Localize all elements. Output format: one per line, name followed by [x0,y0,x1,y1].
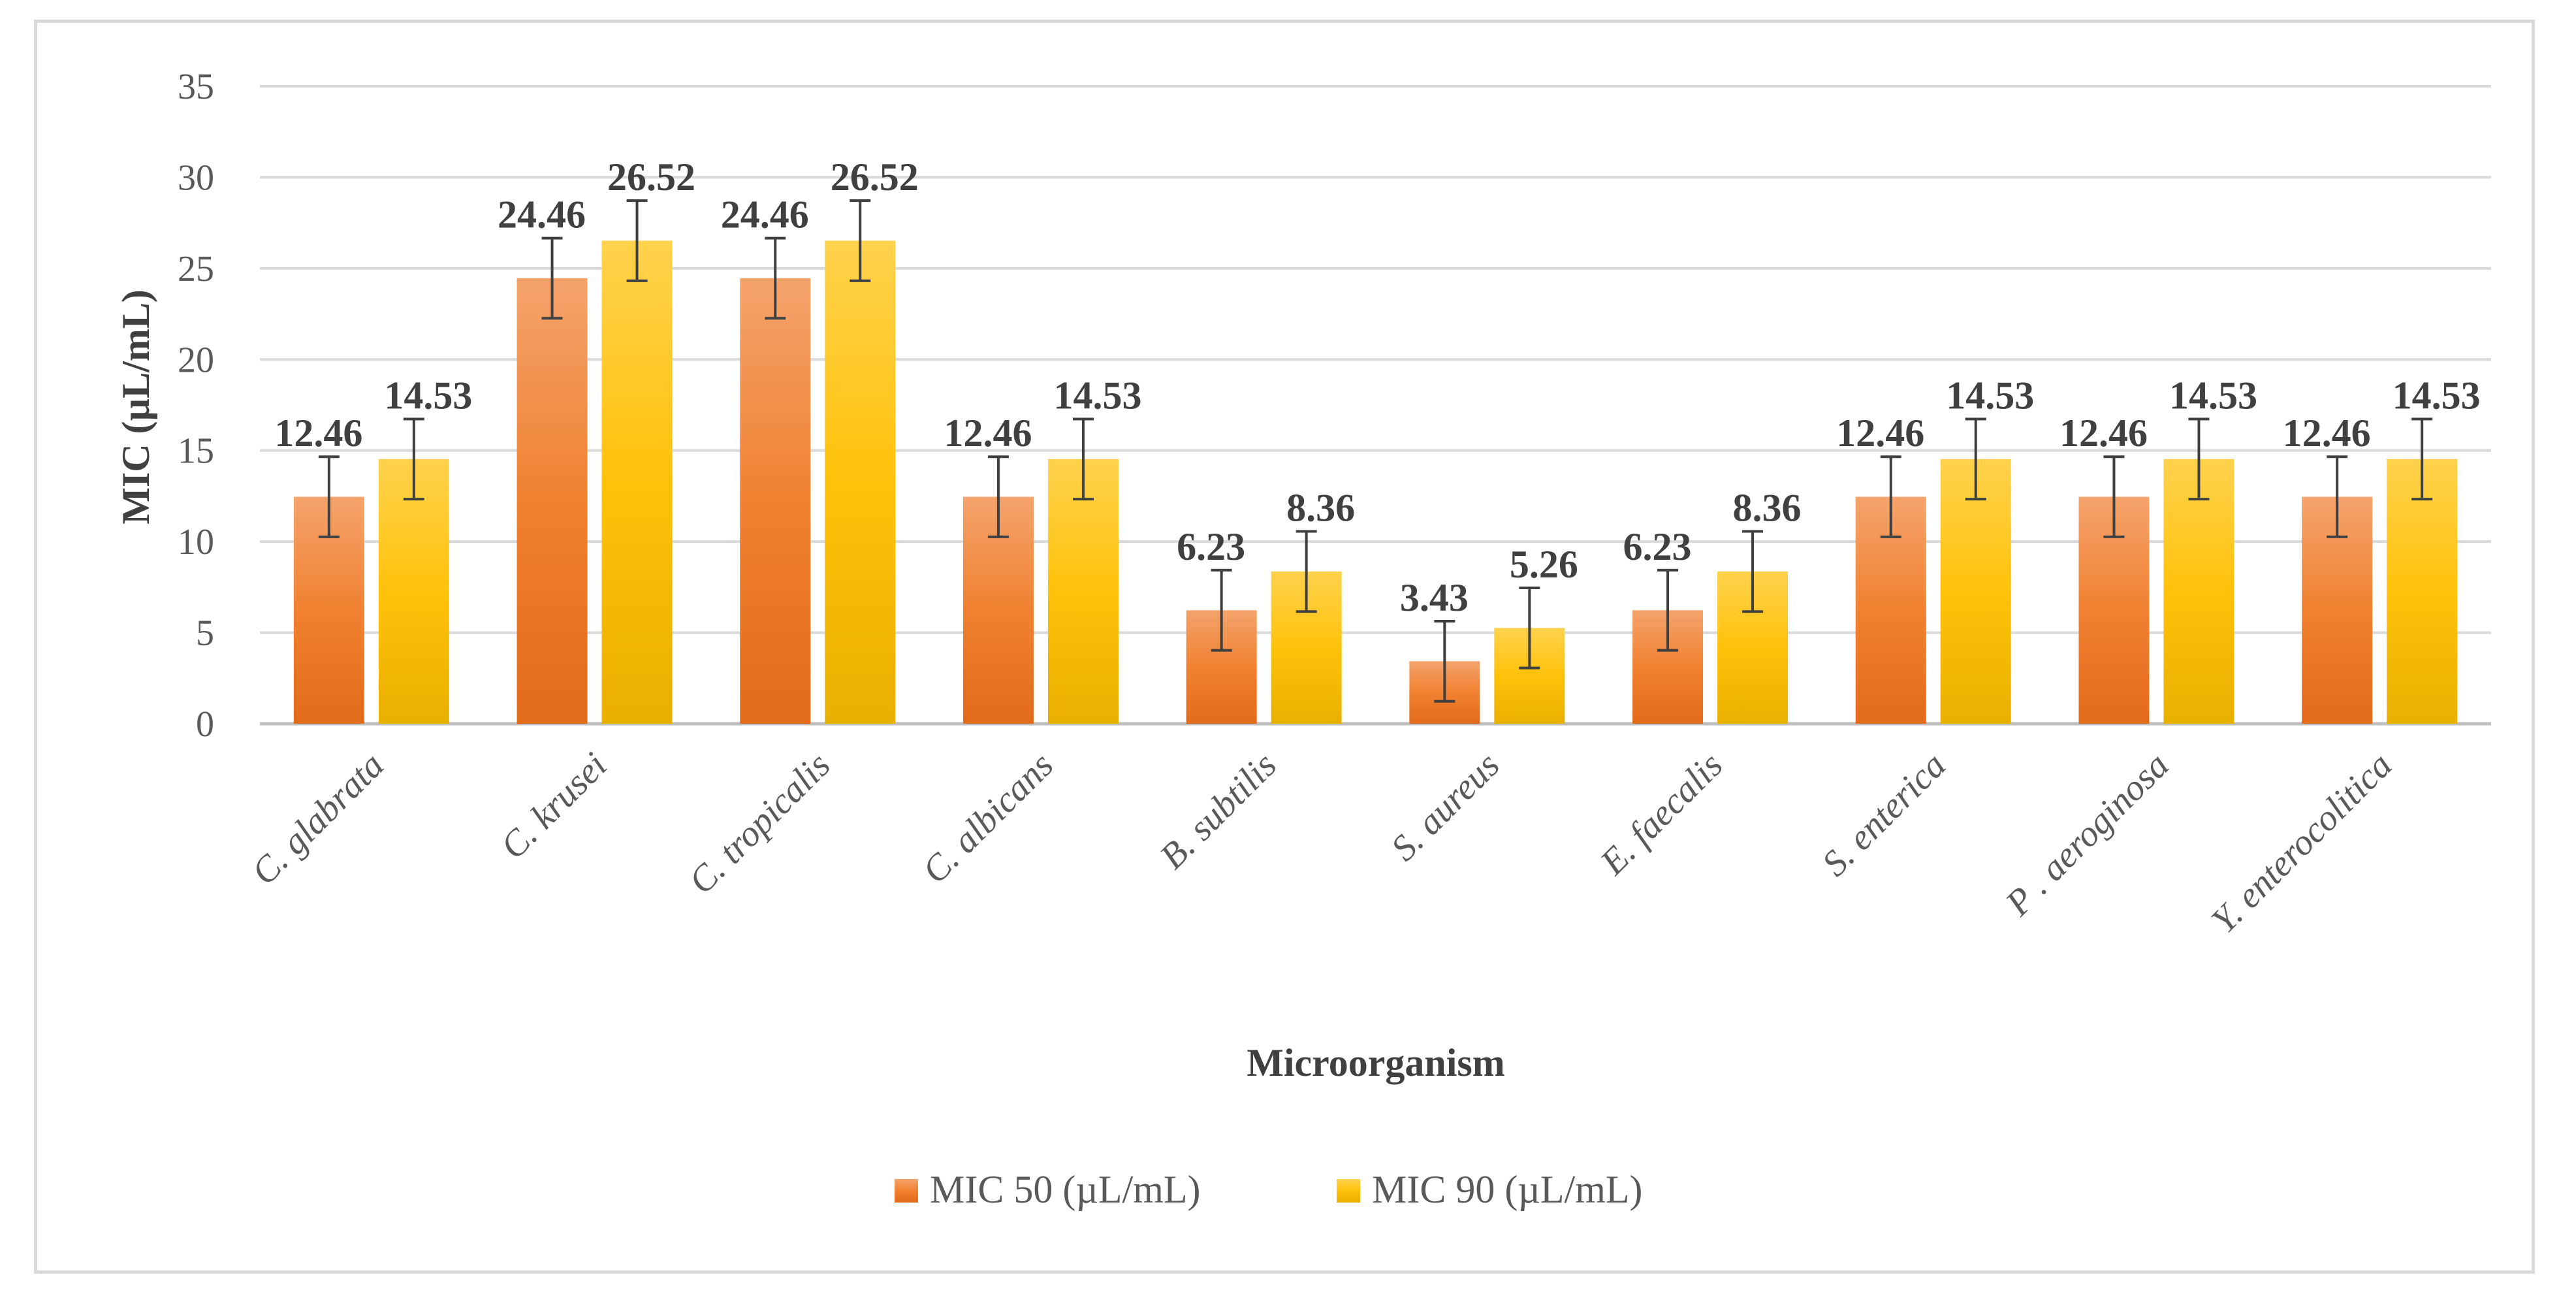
x-axis-categories: C. glabrata C. krusei C. tropicalis C. albi… [244,745,2400,941]
data-label: 14.53 [1053,374,1141,417]
bar-mic90 [825,240,896,724]
bars [293,240,2458,724]
x-tick-label: C. glabrata [244,745,392,892]
bar-mic90 [378,459,449,724]
x-tick-label: C. tropicalis [681,745,838,901]
error-bar [1742,530,1764,613]
bar-mic90 [2387,459,2458,724]
bar-mic90 [1047,459,1119,724]
legend-item: MIC 50 (µL/mL) [895,1168,1201,1211]
legend-swatch [1337,1179,1360,1203]
data-label: 12.46 [274,412,362,455]
legend-label: MIC 50 (µL/mL) [930,1168,1201,1211]
error-bar [2103,455,2125,538]
data-label: 24.46 [721,193,809,236]
x-tick-label: B. subtilis [1153,745,1284,877]
error-bar [541,236,563,320]
bar-mic90 [2163,459,2234,724]
error-bar [1880,455,1901,538]
legend-label: MIC 90 (µL/mL) [1372,1168,1643,1211]
bar-mic50 [517,278,588,724]
error-bars [318,199,2433,703]
data-label: 14.53 [384,374,472,417]
y-tick-label: 5 [196,613,214,654]
data-label: 12.46 [944,412,1032,455]
error-bar [2188,417,2210,501]
bar-mic50 [740,278,811,724]
data-label: 8.36 [1286,487,1355,530]
data-label: 26.52 [607,155,695,199]
error-bar [1434,620,1455,703]
data-label: 6.23 [1623,525,1692,568]
data-label: 6.23 [1177,525,1245,568]
data-label: 26.52 [831,155,919,199]
bar-mic90 [601,240,673,724]
error-bar [1072,417,1094,501]
error-bar [765,236,786,320]
legend-item: MIC 90 (µL/mL) [1337,1168,1643,1211]
y-tick-label: 10 [178,522,214,562]
y-axis-title: MIC (µL/mL) [114,289,157,525]
error-bar [626,199,648,282]
error-bar [850,199,871,282]
legend: MIC 50 (µL/mL) MIC 90 (µL/mL) [895,1168,1643,1211]
error-bar [403,417,424,501]
data-label: 8.36 [1733,487,1802,530]
error-bar [987,455,1009,538]
x-tick-label: P . aeroginosa [1997,745,2176,924]
error-bar [2411,417,2433,501]
x-tick-label: E. faecalis [1593,745,1731,883]
legend-swatch [895,1179,918,1203]
error-bar [1519,586,1540,670]
x-tick-label: S. enterica [1815,745,1954,884]
bar-mic90 [1940,459,2011,724]
error-bar [318,455,340,538]
data-label: 3.43 [1400,576,1469,619]
data-label: 12.46 [2059,412,2148,455]
data-labels: 12.46 14.53 24.46 26.52 24.46 26.52 12.46 14.53… [274,155,2480,619]
error-bar [1657,568,1679,652]
data-label: 24.46 [498,193,586,236]
x-tick-label: C. krusei [493,745,615,867]
y-tick-label: 30 [178,157,214,198]
data-label: 14.53 [1946,374,2034,417]
y-tick-label: 15 [178,431,214,472]
y-axis-ticks: 0 5 10 15 20 25 30 35 [178,67,214,745]
error-bar [1965,417,1986,501]
y-tick-label: 0 [196,704,214,745]
x-tick-label: Y. enterocolitica [2204,745,2400,941]
error-bar [2327,455,2348,538]
y-tick-label: 25 [178,249,214,289]
error-bar [1211,568,1232,652]
gridlines [260,85,2491,726]
data-label: 14.53 [2169,374,2257,417]
x-axis-title: Microorganism [1247,1041,1504,1084]
y-tick-label: 20 [178,340,214,380]
data-label: 14.53 [2393,374,2481,417]
x-tick-label: S. aureus [1384,745,1508,869]
x-tick-label: C. albicans [915,745,1061,891]
y-tick-label: 35 [178,67,214,107]
data-label: 12.46 [2283,412,2371,455]
data-label: 12.46 [1836,412,1924,455]
error-bar [1296,530,1317,613]
data-label: 5.26 [1510,543,1578,586]
